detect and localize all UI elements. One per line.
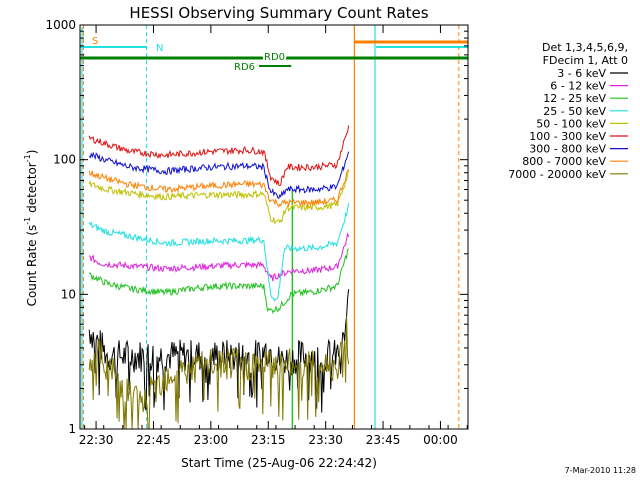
x-tick-label: 23:30 xyxy=(308,433,343,447)
legend: Det 1,3,4,5,6,9, FDecim 1, Att 0 3 - 6 k… xyxy=(508,41,628,181)
y-axis-label: Count Rate (s-1 detector-1) xyxy=(23,150,39,307)
legend-entry-label: 12 - 25 keV xyxy=(543,92,606,105)
series-line-1 xyxy=(88,232,350,282)
x-tick-label: 23:45 xyxy=(366,433,401,447)
series-line-3 xyxy=(88,203,350,302)
y-axis-label-sup2: -1 xyxy=(23,154,32,162)
legend-entry-label: 3 - 6 keV xyxy=(557,67,606,80)
label-n: N xyxy=(156,43,163,54)
x-tick-label: 23:00 xyxy=(194,433,229,447)
series-line-5 xyxy=(88,125,350,187)
x-axis-label: Start Time (25-Aug-06 22:24:42) xyxy=(181,456,377,470)
legend-header-line-1: Det 1,3,4,5,6,9, xyxy=(542,41,628,54)
x-tick-label: 00:00 xyxy=(423,433,458,447)
series-line-2 xyxy=(88,248,349,314)
y-axis-ticks: 1 10 100 1000 xyxy=(45,18,468,436)
legend-entry-label: 6 - 12 keV xyxy=(550,80,606,93)
series-line-8 xyxy=(88,316,350,430)
footer-date: 7-Mar-2010 11:28 xyxy=(565,466,636,475)
legend-entry-label: 25 - 50 keV xyxy=(543,105,606,118)
series-line-7 xyxy=(88,169,350,208)
legend-entry-label: 50 - 100 keV xyxy=(536,117,606,130)
legend-entry-label: 800 - 7000 keV xyxy=(522,155,606,168)
label-s: S xyxy=(92,36,98,47)
y-axis-label-mid: detector xyxy=(25,162,39,217)
legend-entry-label: 100 - 300 keV xyxy=(529,130,606,143)
x-axis-ticks: 22:30 22:45 23:00 23:15 23:30 23:45 00:00 xyxy=(79,25,468,447)
legend-entry-label: 7000 - 20000 keV xyxy=(508,168,606,181)
series-line-6 xyxy=(88,151,350,200)
x-tick-label: 22:45 xyxy=(136,433,171,447)
label-rd6: RD6 xyxy=(234,62,255,73)
series-line-4 xyxy=(88,169,350,225)
y-tick-label: 100 xyxy=(53,153,76,167)
y-axis-label-sup1: -1 xyxy=(23,217,32,225)
x-tick-label: 22:30 xyxy=(79,433,114,447)
y-axis-label-end: ) xyxy=(25,150,39,155)
y-tick-label: 10 xyxy=(61,287,76,301)
plot-frame xyxy=(79,24,469,430)
legend-entry-label: 300 - 800 keV xyxy=(529,143,606,156)
chart-title: HESSI Observing Summary Count Rates xyxy=(129,4,428,22)
label-rd0: RD0 xyxy=(264,52,285,63)
y-tick-label: 1 xyxy=(68,422,76,436)
y-tick-label: 1000 xyxy=(45,18,76,32)
legend-header-line-2: FDecim 1, Att 0 xyxy=(543,54,628,67)
plot-area: S N RD0 RD6 xyxy=(80,25,468,430)
x-tick-label: 23:15 xyxy=(251,433,286,447)
y-axis-label-main: Count Rate (s xyxy=(25,225,39,307)
